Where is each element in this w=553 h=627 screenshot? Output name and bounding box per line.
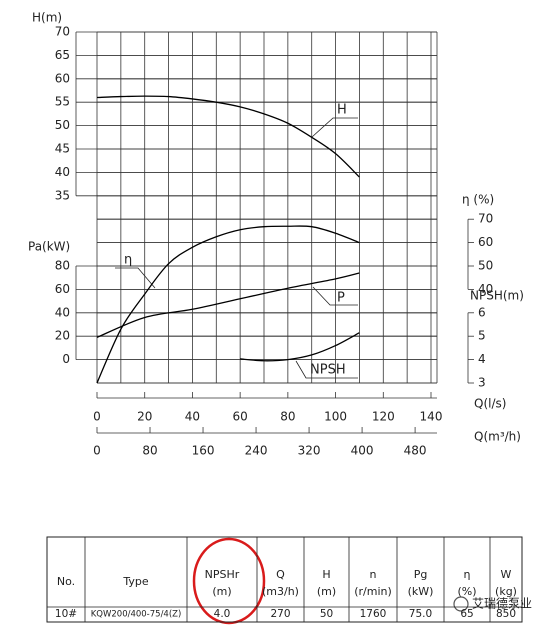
table-header: H bbox=[322, 568, 330, 581]
watermark-logo bbox=[453, 596, 469, 612]
leaders bbox=[115, 117, 358, 379]
table-header: n bbox=[370, 568, 377, 581]
curve bbox=[96, 95, 360, 178]
y-tick-label: 40 bbox=[55, 305, 70, 319]
y-tick-label: 3 bbox=[478, 376, 486, 390]
table-header: (%) bbox=[457, 585, 476, 598]
x2-axis-label: Q(m³/h) bbox=[474, 430, 521, 444]
table-cell: KQW200/400-75/4(Z) bbox=[91, 610, 182, 620]
table-cell: 10# bbox=[55, 608, 77, 620]
y-tick-label: 35 bbox=[55, 188, 70, 202]
x-tick-label: 60 bbox=[233, 410, 248, 424]
table-header: (m) bbox=[317, 585, 336, 598]
y-axis-label: NPSH(m) bbox=[470, 288, 524, 302]
table-header: (kW) bbox=[408, 585, 434, 598]
x-tick-label: 140 bbox=[420, 410, 443, 424]
y-axis-label: H(m) bbox=[32, 11, 62, 25]
x2-tick-label: 160 bbox=[192, 444, 215, 458]
y-tick-label: 40 bbox=[478, 282, 493, 296]
curve-label: P bbox=[337, 291, 345, 306]
highlight-ellipse bbox=[192, 537, 266, 625]
x2-tick-label: 320 bbox=[298, 444, 321, 458]
y-tick-label: 4 bbox=[478, 352, 486, 366]
x-tick-label: 120 bbox=[372, 410, 395, 424]
x-axis-label: Q(l/s) bbox=[474, 397, 506, 411]
y-tick-label: 70 bbox=[55, 25, 70, 39]
table-cell: 850 bbox=[496, 608, 516, 620]
x2-tick-label: 400 bbox=[351, 444, 374, 458]
table-header: Q bbox=[276, 568, 285, 581]
y-tick-label: 50 bbox=[478, 259, 493, 273]
y-tick-label: 0 bbox=[62, 352, 70, 366]
table-cell: 1760 bbox=[360, 608, 387, 620]
table-header: No. bbox=[57, 575, 75, 588]
table-header: Pg bbox=[414, 568, 428, 581]
x-tick-label: 0 bbox=[93, 410, 101, 424]
table-header: η bbox=[464, 568, 471, 581]
curve bbox=[96, 225, 360, 384]
table-header: (m) bbox=[212, 585, 231, 598]
curve bbox=[240, 332, 360, 362]
table-header: (m3/h) bbox=[262, 585, 299, 598]
y-tick-label: 70 bbox=[478, 212, 493, 226]
x-tick-label: 100 bbox=[324, 410, 347, 424]
x2-tick-label: 240 bbox=[245, 444, 268, 458]
table-cell: 4.0 bbox=[214, 608, 231, 620]
table-cell: 50 bbox=[320, 608, 333, 620]
y-tick-label: 6 bbox=[478, 305, 486, 319]
curve-label: H bbox=[337, 103, 347, 118]
table-header: NPSHr bbox=[205, 568, 240, 581]
table-cell: 270 bbox=[270, 608, 290, 620]
y-tick-label: 65 bbox=[55, 48, 70, 62]
x-tick-label: 80 bbox=[280, 410, 295, 424]
y-tick-label: 60 bbox=[55, 282, 70, 296]
table-cell: 75.0 bbox=[409, 608, 432, 620]
x-tick-label: 20 bbox=[137, 410, 152, 424]
table-header: W bbox=[501, 568, 512, 581]
table-header: Type bbox=[122, 575, 148, 588]
table-header: (kg) bbox=[495, 585, 517, 598]
x2-tick-label: 0 bbox=[93, 444, 101, 458]
y-axis-label: Pa(kW) bbox=[28, 240, 70, 254]
y-tick-label: 80 bbox=[55, 259, 70, 273]
x-tick-label: 40 bbox=[185, 410, 200, 424]
y-tick-label: 40 bbox=[55, 165, 70, 179]
table-cell: 65 bbox=[460, 608, 473, 620]
y-tick-label: 60 bbox=[478, 235, 493, 249]
table-border bbox=[46, 536, 523, 623]
curve-label: η bbox=[124, 253, 132, 268]
y-tick-label: 45 bbox=[55, 142, 70, 156]
table-header: (r/min) bbox=[354, 585, 392, 598]
y-tick-label: 5 bbox=[478, 329, 486, 343]
x2-tick-label: 80 bbox=[142, 444, 157, 458]
y-tick-label: 60 bbox=[55, 71, 70, 85]
curve-label: NPSH bbox=[310, 363, 346, 378]
y-tick-label: 50 bbox=[55, 118, 70, 132]
y-tick-label: 20 bbox=[55, 329, 70, 343]
curve bbox=[96, 272, 360, 338]
x2-tick-label: 480 bbox=[404, 444, 427, 458]
y-axis-label: η (%) bbox=[462, 193, 494, 207]
y-tick-label: 55 bbox=[55, 95, 70, 109]
